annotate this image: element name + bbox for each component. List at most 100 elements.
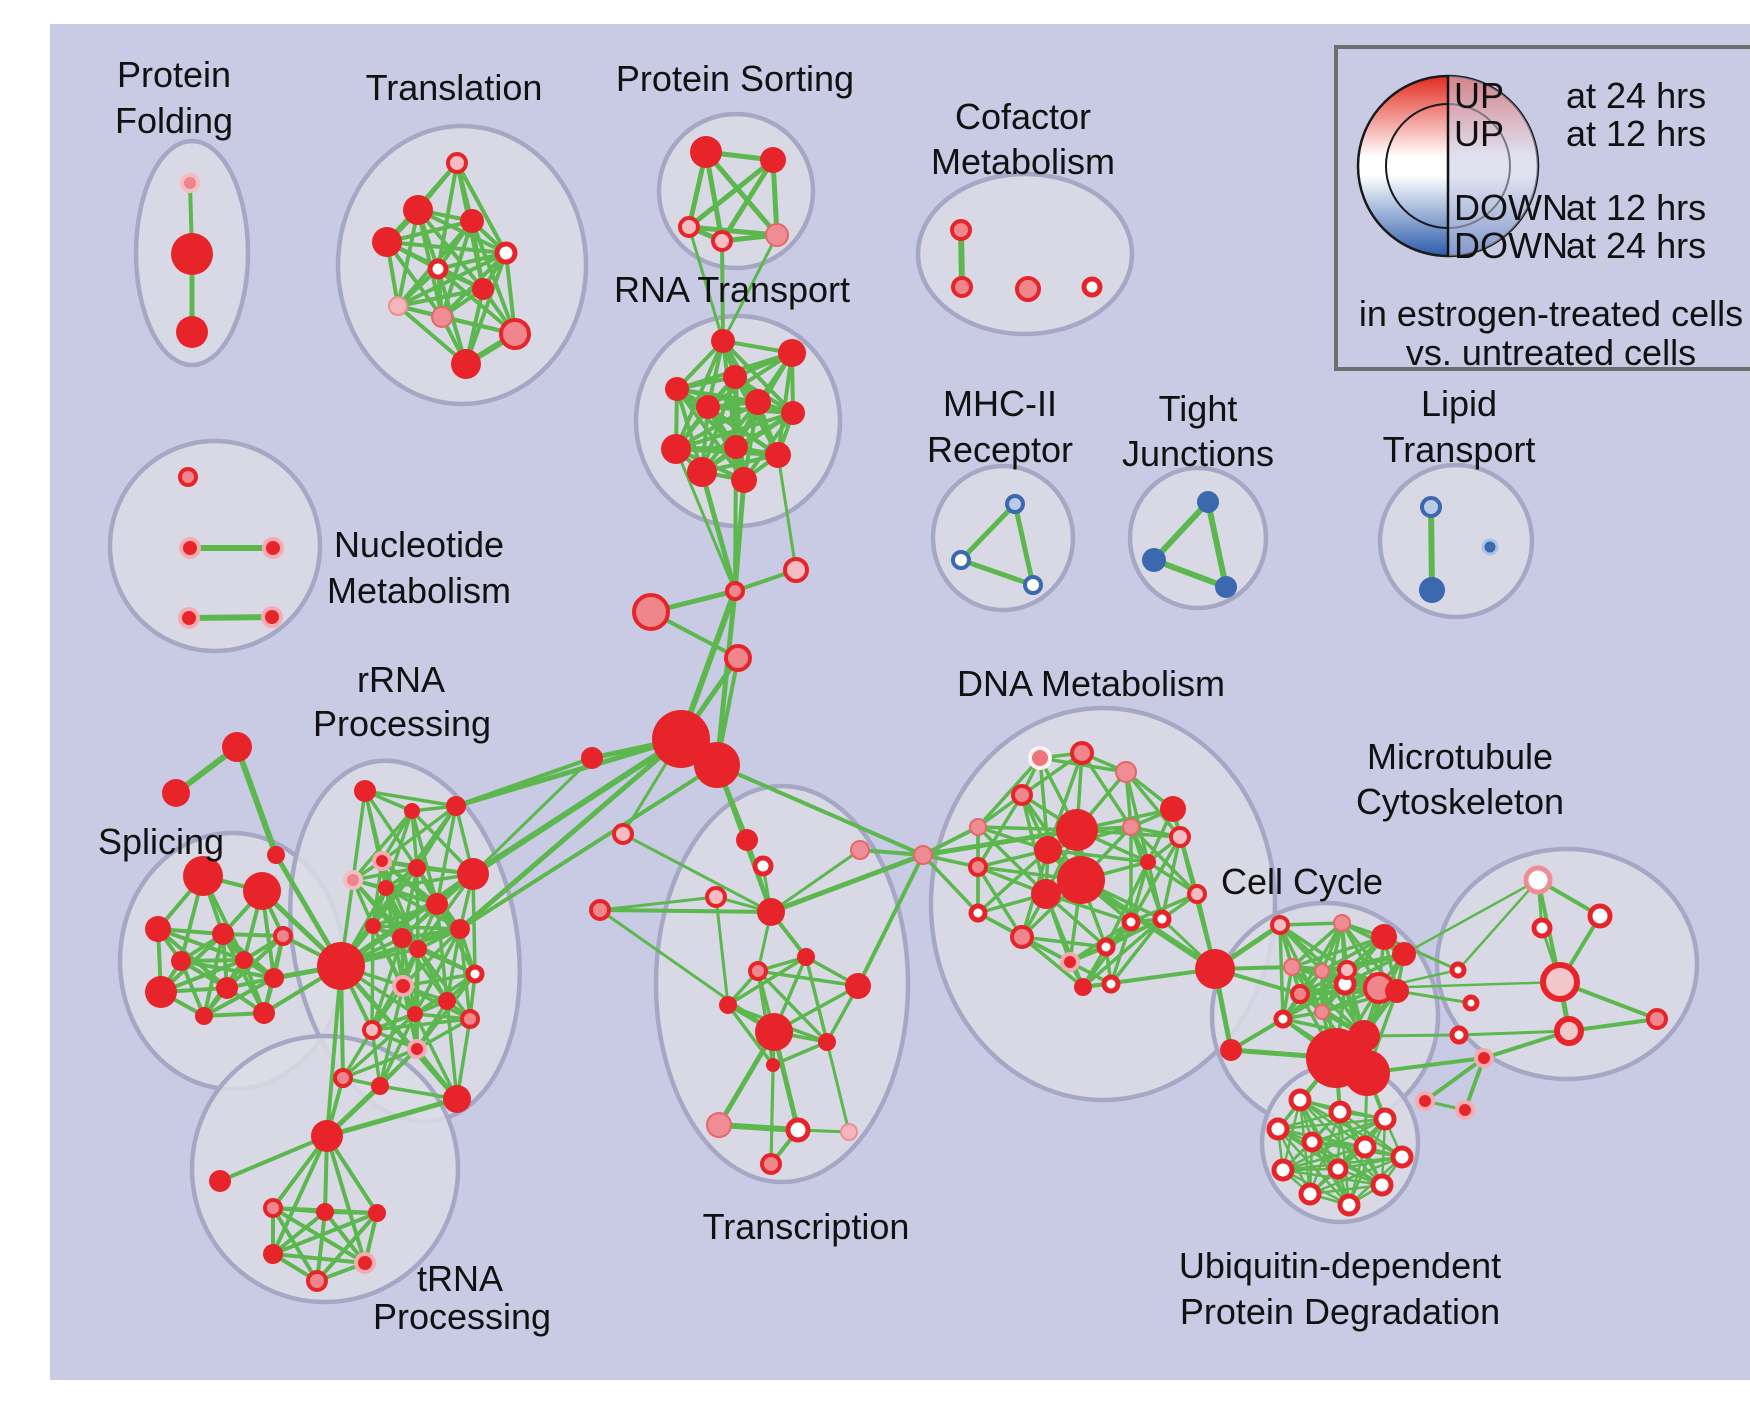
node-sp9 — [264, 968, 284, 988]
node-mt5 — [1554, 1016, 1584, 1046]
cluster-label-splicing-line1: Splicing — [98, 821, 224, 862]
node-tl8 — [431, 306, 453, 328]
node-mt4 — [1646, 1008, 1668, 1030]
network-edge — [1020, 935, 1108, 949]
node-tc6 — [845, 973, 871, 999]
network-edge — [457, 736, 684, 932]
network-edge — [856, 853, 925, 988]
network-edge — [719, 157, 776, 244]
node-u4 — [1301, 1131, 1323, 1153]
node-pf1 — [171, 233, 213, 275]
network-edge — [471, 756, 594, 876]
node-d2 — [1115, 761, 1137, 783]
network-edge — [396, 208, 420, 308]
node-d17 — [1010, 925, 1034, 949]
network-edge — [598, 908, 773, 914]
network-edge — [341, 1047, 419, 1080]
node-rt7 — [661, 434, 691, 464]
node-cc8 — [1314, 1004, 1330, 1020]
node-tl1 — [403, 195, 433, 225]
network-edge — [776, 351, 794, 457]
node-tj0 — [1197, 491, 1219, 513]
node-sp2 — [145, 916, 171, 942]
network-edge — [858, 848, 925, 857]
network-edge — [339, 804, 458, 968]
node-tc11 — [706, 1112, 732, 1138]
cluster-label-nucleotide-metabolism-line1: Nucleotide — [334, 524, 504, 565]
node-tr2 — [368, 1204, 386, 1222]
node-tc3 — [757, 898, 785, 926]
node-cn0 — [725, 581, 745, 601]
network-edge — [380, 804, 458, 863]
node-st0 — [222, 732, 252, 762]
node-d5 — [913, 845, 933, 865]
network-edge — [351, 789, 367, 882]
node-rt6 — [781, 401, 805, 425]
node-mt2 — [1531, 917, 1553, 939]
cluster-label-rrna-processing-line1: rRNA — [357, 659, 445, 700]
network-edge — [315, 1210, 327, 1283]
legend-direction-0: UP — [1454, 75, 1504, 116]
network-edge — [921, 825, 980, 857]
network-edge — [370, 1017, 472, 1032]
cluster-label-tight-junctions-line2: Junctions — [1122, 433, 1274, 474]
node-rr0 — [354, 780, 376, 802]
cluster-label-lipid-transport-line1: Lipid — [1421, 383, 1497, 424]
cluster-label-mhc-ii-receptor-line1: MHC-II — [943, 383, 1057, 424]
node-sp1 — [243, 872, 281, 910]
cluster-ellipse-cofactor-metabolism — [915, 171, 1135, 337]
node-sp8 — [216, 977, 238, 999]
network-edge — [225, 934, 285, 990]
cluster-label-dna-metabolism-line1: DNA Metabolism — [957, 663, 1225, 704]
node-rt3 — [665, 377, 689, 401]
network-edge — [470, 219, 517, 336]
node-cf3 — [1081, 276, 1103, 298]
node-d4 — [969, 818, 987, 836]
network-edge — [202, 932, 225, 1018]
network-edge — [1320, 952, 1406, 973]
node-u9 — [1370, 1173, 1394, 1197]
node-mh2 — [1023, 575, 1043, 595]
network-edge — [1151, 499, 1211, 563]
network-edge — [351, 866, 419, 882]
network-edge — [338, 871, 476, 969]
network-edge — [1281, 1145, 1367, 1172]
cluster-label-lipid-transport-line2: Transport — [1383, 429, 1536, 470]
node-rr4 — [343, 870, 363, 890]
node-rr16 — [407, 1006, 423, 1022]
network-edge — [325, 1047, 419, 1138]
node-d20 — [1074, 978, 1092, 996]
node-tc9 — [818, 1033, 836, 1051]
node-sp5 — [171, 951, 191, 971]
cluster-label-ubiquitin-degradation-line1: Ubiquitin-dependent — [1179, 1245, 1501, 1286]
cluster-label-microtubule-cytoskeleton-line1: Microtubule — [1367, 736, 1553, 777]
node-rt1 — [778, 339, 806, 367]
cluster-label-trna-processing-line1: tRNA — [417, 1258, 503, 1299]
node-cn3 — [724, 644, 752, 672]
network-edge — [202, 976, 276, 1018]
network-edge — [1290, 921, 1344, 969]
node-ps0 — [690, 136, 722, 168]
node-u5 — [1353, 1135, 1377, 1159]
node-rr15 — [438, 992, 456, 1010]
node-tl3 — [372, 227, 402, 257]
node-rr22 — [333, 1068, 353, 1088]
node-u6 — [1390, 1145, 1414, 1169]
node-lp0 — [1420, 496, 1442, 518]
network-edge — [720, 239, 725, 343]
node-cc_g2 — [1344, 1050, 1390, 1096]
node-d16 — [968, 903, 988, 923]
node-rr13 — [465, 964, 485, 984]
node-st2 — [267, 846, 285, 864]
node-tc10 — [766, 1058, 780, 1072]
network-edge — [1020, 935, 1085, 989]
node-mt3 — [1540, 962, 1580, 1002]
network-edge — [371, 859, 384, 928]
network-edge — [1109, 920, 1133, 986]
node-mt6 — [1474, 1048, 1494, 1068]
cluster-label-cofactor-metabolism-line2: Metabolism — [931, 141, 1115, 182]
node-cc3 — [1371, 924, 1397, 950]
network-edge — [413, 927, 462, 1016]
node-tc14 — [760, 1153, 782, 1175]
network-edge — [716, 1122, 801, 1133]
